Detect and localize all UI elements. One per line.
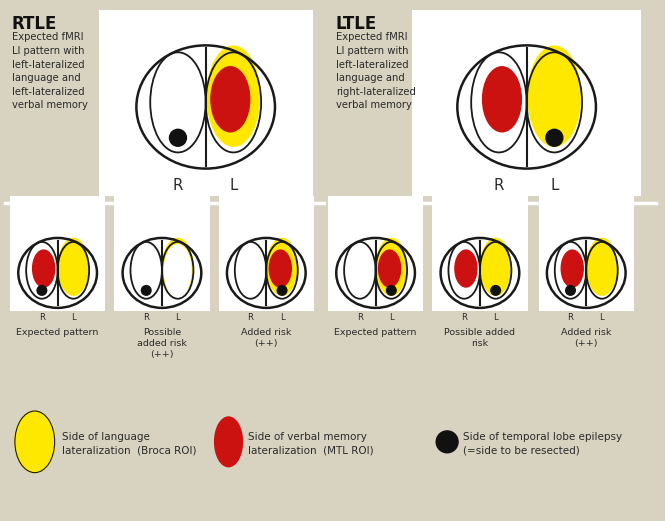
Text: Possible
added risk
(++): Possible added risk (++) <box>137 328 187 359</box>
Text: Expected pattern: Expected pattern <box>334 328 417 337</box>
Ellipse shape <box>378 250 400 287</box>
Ellipse shape <box>237 245 264 296</box>
Circle shape <box>277 286 287 295</box>
Ellipse shape <box>346 245 373 296</box>
Text: L: L <box>389 313 394 322</box>
Ellipse shape <box>267 239 297 295</box>
Ellipse shape <box>122 238 201 308</box>
Ellipse shape <box>33 250 55 287</box>
Text: R: R <box>567 313 573 322</box>
Ellipse shape <box>227 238 306 308</box>
Ellipse shape <box>15 411 55 473</box>
Circle shape <box>170 129 186 146</box>
Text: R: R <box>39 313 45 322</box>
Ellipse shape <box>18 238 97 308</box>
Circle shape <box>491 286 501 295</box>
Ellipse shape <box>561 250 583 287</box>
FancyBboxPatch shape <box>219 196 314 311</box>
Circle shape <box>566 286 575 295</box>
Ellipse shape <box>207 46 260 146</box>
Ellipse shape <box>163 239 193 295</box>
Circle shape <box>142 286 151 295</box>
FancyBboxPatch shape <box>432 196 527 311</box>
FancyBboxPatch shape <box>99 9 313 196</box>
Text: R: R <box>173 178 183 193</box>
Ellipse shape <box>483 67 521 132</box>
Circle shape <box>546 129 563 146</box>
FancyBboxPatch shape <box>10 196 105 311</box>
Text: R: R <box>143 313 149 322</box>
FancyBboxPatch shape <box>412 9 641 196</box>
Ellipse shape <box>136 45 275 169</box>
Text: Added risk
(++): Added risk (++) <box>241 328 291 348</box>
Ellipse shape <box>587 239 617 295</box>
Text: L: L <box>176 313 180 322</box>
Ellipse shape <box>165 250 187 287</box>
Text: R: R <box>493 178 504 193</box>
Ellipse shape <box>547 238 626 308</box>
Circle shape <box>386 286 396 295</box>
Text: R: R <box>247 313 253 322</box>
Ellipse shape <box>164 245 191 296</box>
Text: Expected fMRI
LI pattern with
left-lateralized
language and
right-lateralized
ve: Expected fMRI LI pattern with left-later… <box>336 32 416 110</box>
Text: Possible added
risk: Possible added risk <box>444 328 515 348</box>
Text: Side of temporal lobe epilepsy
(=side to be resected): Side of temporal lobe epilepsy (=side to… <box>463 432 622 455</box>
Text: L: L <box>600 313 604 322</box>
Text: R: R <box>462 313 467 322</box>
Ellipse shape <box>528 46 581 146</box>
Text: L: L <box>71 313 76 322</box>
Ellipse shape <box>481 239 511 295</box>
Text: Added risk
(++): Added risk (++) <box>561 328 611 348</box>
Ellipse shape <box>269 250 291 287</box>
Ellipse shape <box>211 67 250 132</box>
Ellipse shape <box>376 239 406 295</box>
Text: Expected pattern: Expected pattern <box>17 328 99 337</box>
FancyBboxPatch shape <box>328 196 424 311</box>
Circle shape <box>436 431 458 453</box>
FancyBboxPatch shape <box>539 196 634 311</box>
Ellipse shape <box>154 57 201 147</box>
Text: Side of verbal memory
lateralization  (MTL ROI): Side of verbal memory lateralization (MT… <box>249 432 374 455</box>
Ellipse shape <box>59 239 88 295</box>
Text: L: L <box>280 313 285 322</box>
Text: Side of language
lateralization  (Broca ROI): Side of language lateralization (Broca R… <box>62 432 196 455</box>
Circle shape <box>37 286 47 295</box>
Text: LTLE: LTLE <box>336 15 377 33</box>
Text: L: L <box>229 178 237 193</box>
Ellipse shape <box>336 238 415 308</box>
Text: L: L <box>493 313 498 322</box>
FancyBboxPatch shape <box>114 196 209 311</box>
Ellipse shape <box>455 250 477 287</box>
Ellipse shape <box>215 417 243 467</box>
Ellipse shape <box>441 238 519 308</box>
Text: Expected fMRI
LI pattern with
left-lateralized
language and
left-lateralized
ver: Expected fMRI LI pattern with left-later… <box>12 32 88 110</box>
Text: L: L <box>550 178 559 193</box>
Text: R: R <box>357 313 363 322</box>
Text: RTLE: RTLE <box>12 15 57 33</box>
Ellipse shape <box>458 45 596 169</box>
